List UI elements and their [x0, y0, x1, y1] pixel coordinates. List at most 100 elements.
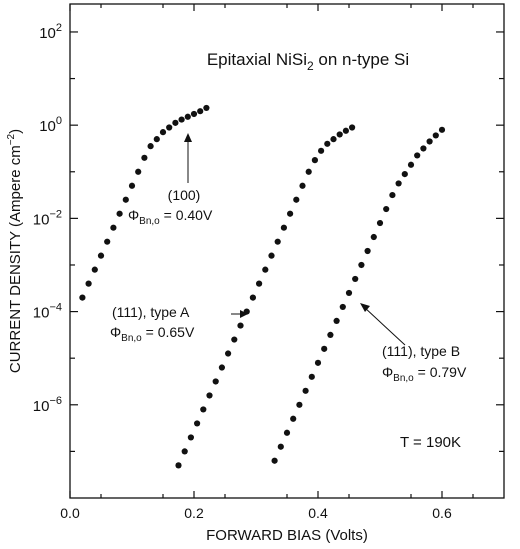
- phi-symbol-111a: Φ: [110, 324, 121, 340]
- y-tick-label-base: 10: [39, 25, 56, 42]
- data-point: [256, 280, 263, 287]
- y-tick-label-exp: 0: [56, 115, 62, 127]
- y-tick-label: 100: [39, 115, 62, 135]
- data-point: [91, 266, 98, 273]
- y-tick-label-exp: 2: [56, 22, 62, 34]
- y-tick-label-base: 10: [39, 118, 56, 135]
- x-axis-label: FORWARD BIAS (Volts): [206, 527, 368, 544]
- data-point: [128, 182, 136, 189]
- data-point: [181, 448, 188, 455]
- data-point: [345, 289, 353, 297]
- data-points: [79, 104, 446, 469]
- data-point: [110, 224, 117, 231]
- x-tick-label: 0.0: [60, 505, 80, 521]
- data-point: [318, 147, 325, 154]
- data-point: [79, 294, 86, 301]
- data-point: [187, 434, 194, 441]
- data-point: [358, 261, 365, 269]
- data-point: [231, 336, 238, 343]
- data-point: [327, 331, 334, 338]
- data-point: [178, 116, 185, 123]
- data-point: [116, 210, 123, 217]
- data-point: [414, 152, 421, 159]
- barrier-value-111b: = 0.79V: [414, 364, 467, 380]
- data-point: [271, 457, 278, 464]
- data-point: [290, 415, 297, 422]
- annotation-111b: (111), type B ΦBn,o = 0.79V: [382, 343, 467, 384]
- y-tick-label-base: 10: [33, 305, 50, 322]
- series-2: [271, 126, 446, 464]
- data-point: [159, 129, 167, 136]
- chart-title: Epitaxial NiSi2 on n-type Si: [207, 50, 409, 73]
- data-point: [147, 143, 154, 150]
- x-tick-label: 0.6: [432, 505, 452, 521]
- data-point: [212, 378, 219, 385]
- data-point: [206, 392, 213, 399]
- data-point: [383, 205, 390, 213]
- chart-title-prefix: Epitaxial NiSi: [207, 50, 307, 69]
- arrow-111b: [363, 306, 406, 346]
- data-point: [122, 196, 129, 203]
- y-tick-label-base: 10: [33, 211, 50, 228]
- data-point: [321, 345, 328, 352]
- x-tick-label: 0.4: [308, 505, 328, 521]
- data-point: [97, 252, 105, 259]
- y-axis-label-main: CURRENT DENSITY (Ampere cm: [7, 145, 24, 373]
- plot-frame: [69, 3, 505, 499]
- temperature-label: T = 190K: [400, 434, 461, 451]
- y-tick-label: 10−2: [33, 208, 62, 228]
- data-point: [172, 119, 179, 126]
- y-tick-label-base: 10: [33, 398, 50, 415]
- annotation-100-barrier: ΦBn,o = 0.40V: [128, 207, 213, 227]
- phi-subscript-111a: Bn,o: [121, 333, 142, 344]
- annotation-100: (100) ΦBn,o = 0.40V: [128, 187, 213, 227]
- y-tick-label: 102: [39, 22, 62, 42]
- annotation-111a: (111), type A ΦBn,o = 0.65V: [110, 304, 195, 344]
- data-point: [352, 275, 359, 283]
- annotation-111a-barrier: ΦBn,o = 0.65V: [110, 324, 195, 344]
- data-point: [401, 171, 408, 178]
- data-point: [407, 161, 415, 168]
- arrowhead-111a: [240, 310, 248, 318]
- chart-title-suffix: on n-type Si: [314, 50, 409, 69]
- annotation-arrows: [184, 133, 406, 346]
- annotation-111b-barrier: ΦBn,o = 0.79V: [382, 364, 467, 384]
- data-point: [305, 168, 312, 175]
- data-point: [225, 350, 232, 357]
- data-point: [311, 157, 318, 164]
- y-tick-label: 10−4: [33, 302, 62, 322]
- data-point: [336, 131, 343, 138]
- data-point: [395, 180, 402, 187]
- barrier-value-111a: = 0.65V: [142, 324, 195, 340]
- data-point: [299, 182, 306, 189]
- data-point: [237, 322, 244, 329]
- data-point: [333, 317, 340, 325]
- data-point: [184, 113, 191, 120]
- data-point: [330, 136, 337, 143]
- annotation-100-label: (100): [168, 187, 201, 203]
- data-point: [218, 364, 225, 371]
- data-point: [302, 387, 309, 394]
- data-point: [153, 136, 160, 143]
- data-point: [175, 462, 182, 469]
- barrier-value-100: = 0.40V: [160, 207, 213, 223]
- data-point: [314, 359, 322, 366]
- data-point: [274, 238, 281, 245]
- arrowhead-100: [184, 133, 192, 142]
- data-point: [203, 104, 210, 112]
- data-point: [280, 224, 287, 231]
- data-point: [277, 443, 284, 450]
- phi-symbol-111b: Φ: [382, 364, 393, 380]
- data-point: [296, 401, 303, 408]
- y-tick-label-exp: −4: [49, 302, 62, 314]
- data-point: [135, 168, 142, 175]
- y-tick-label-exp: −6: [49, 395, 62, 407]
- data-point: [194, 420, 201, 427]
- data-point: [166, 124, 173, 131]
- data-point: [438, 126, 446, 133]
- data-point: [293, 196, 300, 203]
- data-point: [364, 247, 371, 255]
- data-point: [190, 110, 198, 118]
